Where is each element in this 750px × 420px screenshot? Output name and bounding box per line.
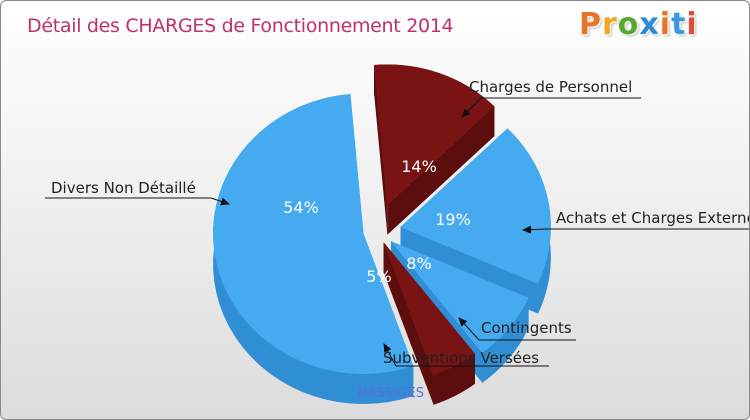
logo-letter: x	[639, 7, 660, 42]
logo-letter: i	[686, 7, 698, 42]
pie-slice-edge	[387, 106, 495, 235]
logo-letter: P	[579, 7, 602, 42]
logo-letter: t	[671, 7, 687, 42]
logo-letter: o	[617, 7, 640, 42]
slice-category-label: Divers Non Détaillé	[51, 179, 196, 197]
pie-slice	[213, 94, 414, 375]
slice-category-label: Achats et Charges Externes	[556, 209, 750, 227]
leader-line	[458, 317, 576, 341]
pie-slice	[374, 64, 495, 206]
commune-name: MASSIGES	[357, 386, 424, 401]
pie-slice-edge	[383, 242, 434, 405]
slice-percent-label: 19%	[435, 210, 471, 229]
slice-category-label: Charges de Personnel	[469, 78, 632, 96]
leader-line	[45, 197, 230, 206]
logo-letter: i	[659, 7, 672, 42]
slice-percent-label: 8%	[406, 254, 431, 273]
pie-slice	[390, 241, 529, 353]
logo-letter: r	[602, 7, 618, 42]
slice-percent-label: 5%	[366, 267, 391, 286]
leader-line	[522, 225, 749, 234]
proxiti-logo: Proxiti	[579, 7, 698, 42]
slice-percent-label: 54%	[283, 198, 319, 217]
leader-line	[383, 343, 549, 367]
leader-line	[461, 97, 641, 118]
slice-percent-label: 14%	[401, 157, 437, 176]
chart-title: Détail des CHARGES de Fonctionnement 201…	[27, 15, 454, 37]
slice-category-label: Contingents	[481, 319, 572, 337]
pie-slice-edge	[374, 65, 388, 235]
pie-slice	[400, 128, 551, 284]
slice-category-label: Subventions Versées	[383, 349, 539, 367]
